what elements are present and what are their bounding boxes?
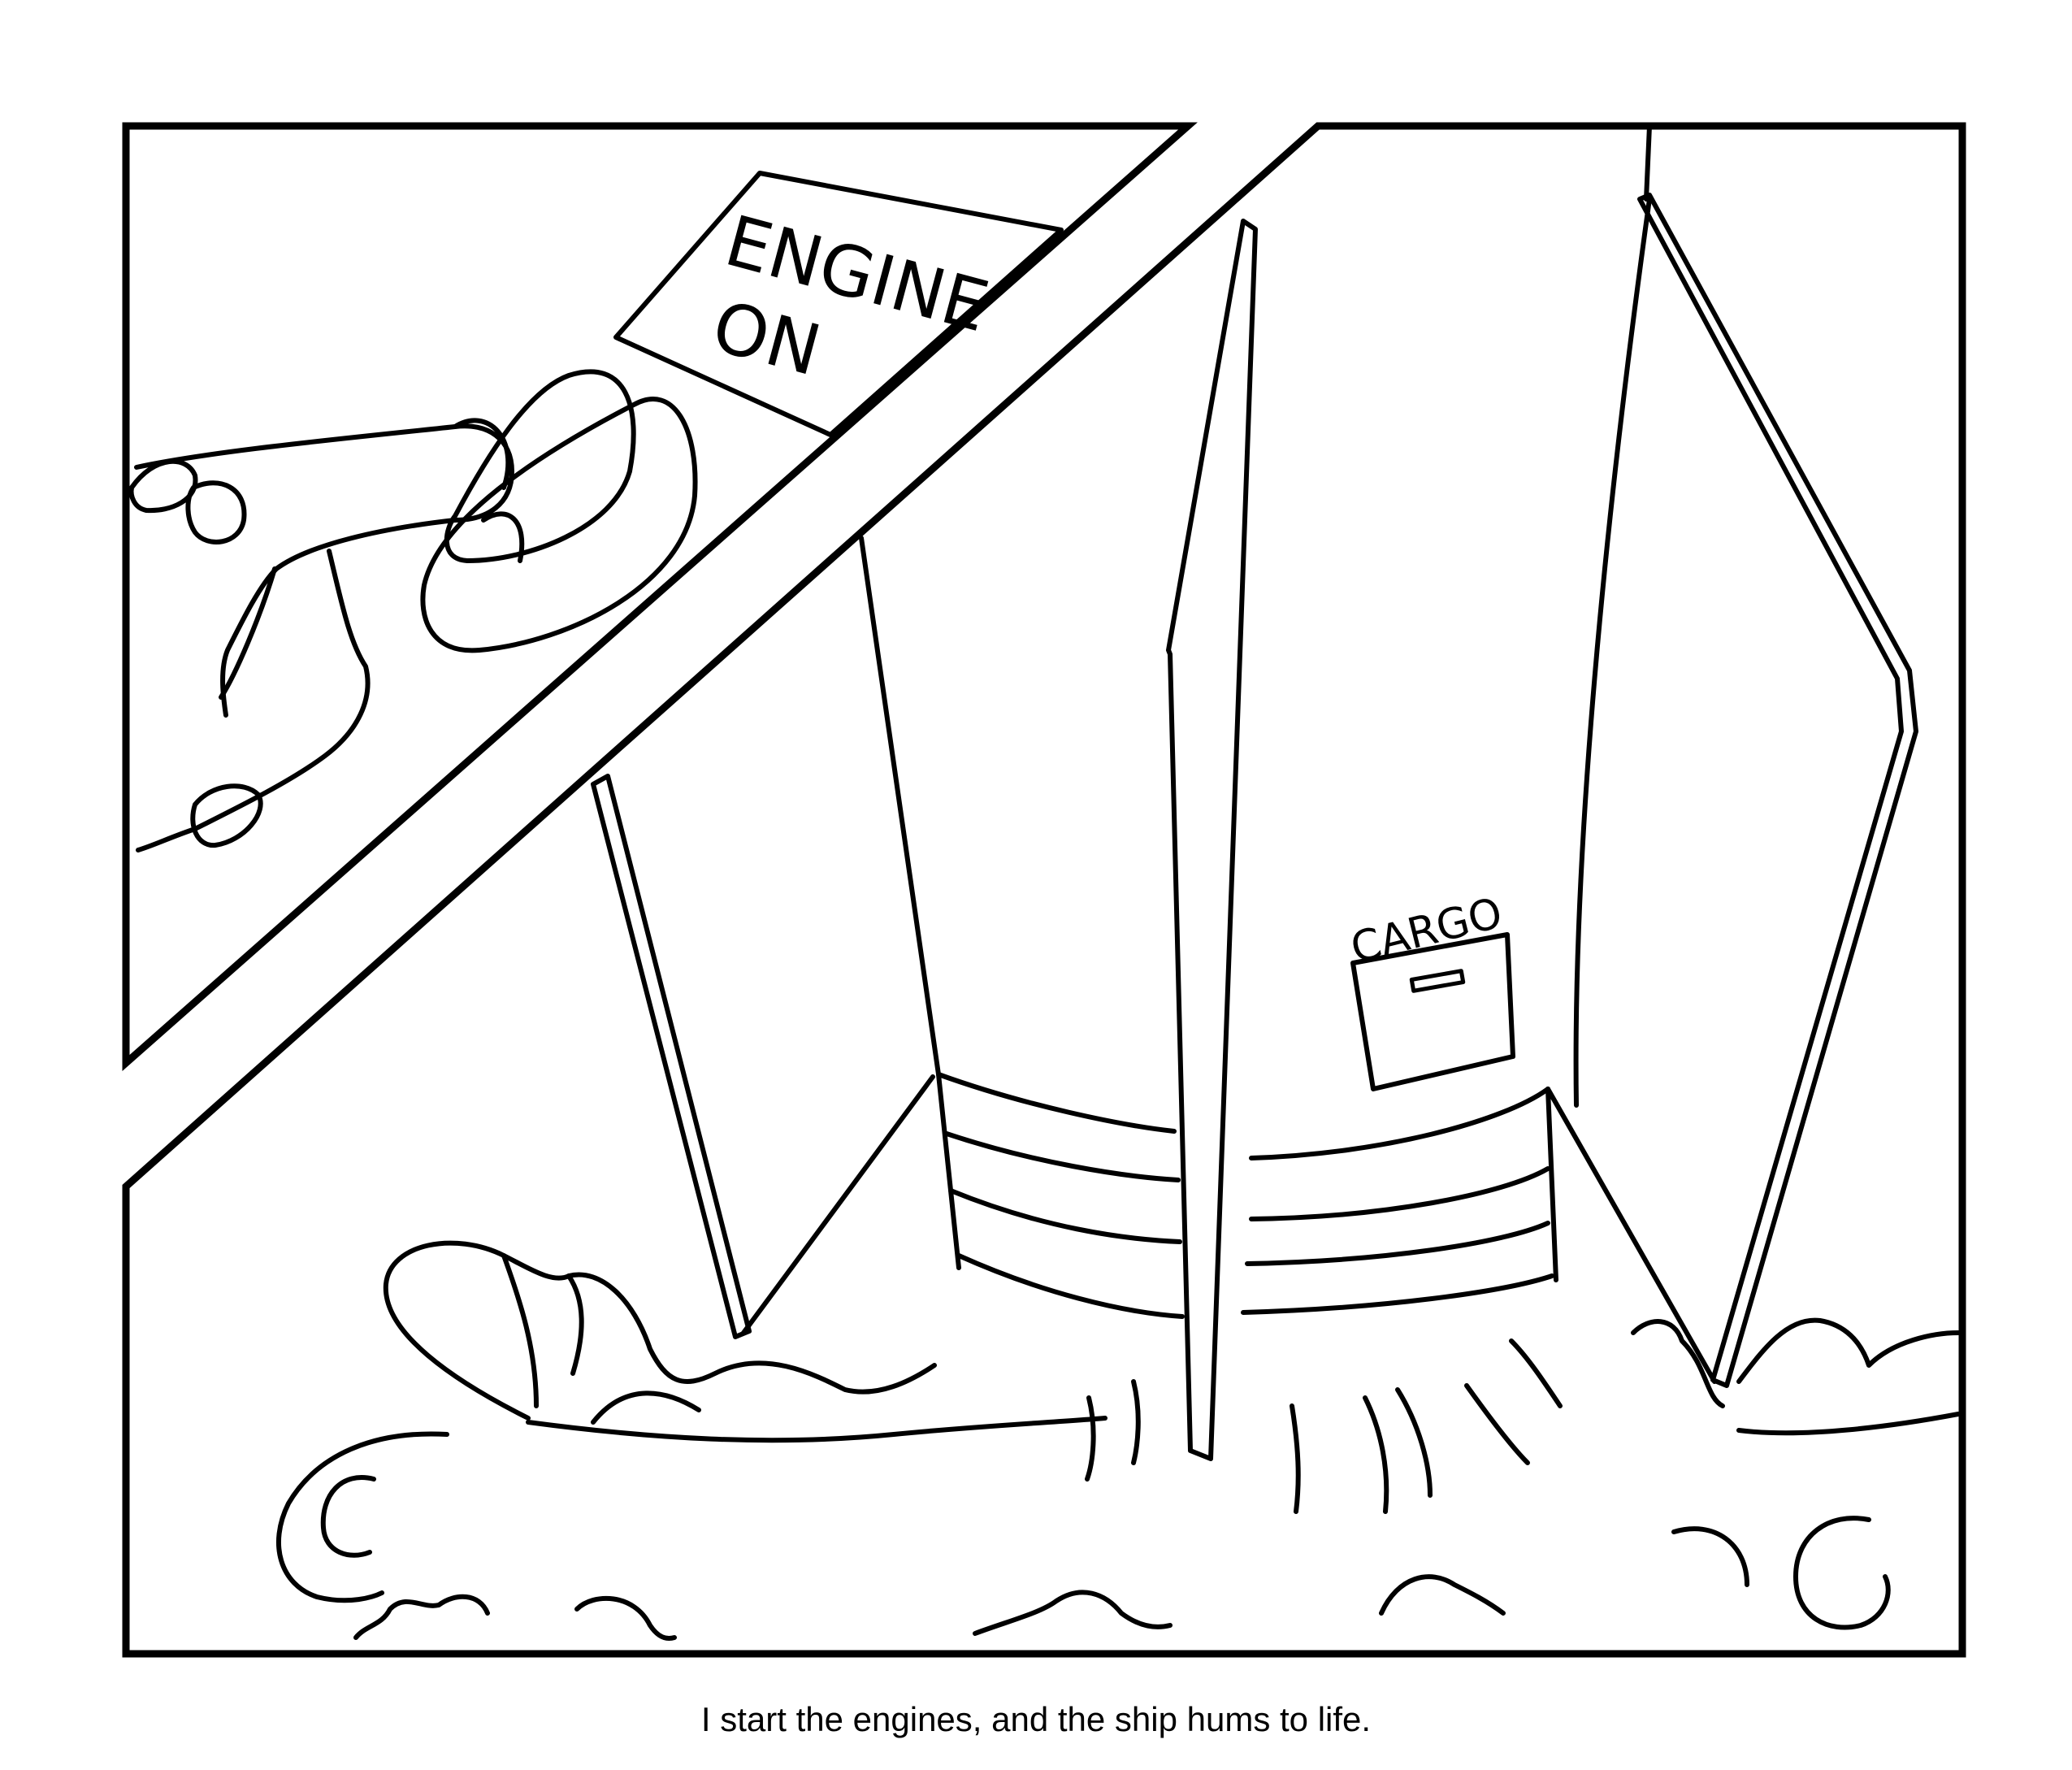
rocket-fin-left xyxy=(591,774,935,1339)
fin-left-root xyxy=(741,1074,935,1335)
motion-line-2 xyxy=(1131,1379,1141,1465)
motion-line-7 xyxy=(1509,1338,1563,1408)
motion-line-5 xyxy=(1395,1387,1433,1498)
sign-plate xyxy=(613,171,1064,437)
band-2-right xyxy=(1249,1166,1550,1221)
fin-left-blade xyxy=(591,774,752,1339)
engine-button[interactable] xyxy=(420,369,698,653)
rocket-fin-right xyxy=(1545,193,1918,1388)
button-base xyxy=(420,397,698,653)
band-4-left xyxy=(956,1253,1185,1319)
button-cap xyxy=(444,369,636,563)
cloud-left-fold2 xyxy=(566,1273,584,1376)
cloud-bottom-center xyxy=(973,1590,1173,1636)
cloud-bottom-left xyxy=(353,1594,490,1640)
band-2-left xyxy=(944,1131,1181,1182)
band-3-right xyxy=(1245,1221,1550,1266)
rocket-body-left-edge xyxy=(859,536,941,1077)
panel-engine-button: ENGINE ON xyxy=(122,122,1198,1071)
hand-pressing-button xyxy=(128,418,514,852)
band-1-right xyxy=(1249,1087,1550,1160)
motion-line-3 xyxy=(1290,1403,1301,1514)
band-4-right xyxy=(1241,1273,1554,1315)
hatch-label: CARGO xyxy=(1346,889,1507,974)
button-cap-edge xyxy=(481,511,525,563)
rocket-body-right-edge xyxy=(1573,197,1652,1108)
fin-right-blade xyxy=(1637,193,1918,1388)
cloud-left-fold xyxy=(501,1253,539,1408)
cloud-left-swirl xyxy=(275,1431,449,1603)
motion-line-4 xyxy=(1363,1395,1389,1514)
thumb xyxy=(190,783,263,848)
rocket-nose-line xyxy=(1644,124,1652,202)
motion-line-1 xyxy=(1085,1395,1096,1482)
band-1-left xyxy=(936,1072,1177,1134)
band-3-left xyxy=(948,1188,1182,1244)
exhaust-clouds xyxy=(275,1240,1961,1642)
cloud-bottom-mid xyxy=(574,1595,677,1642)
rocket-fin-center xyxy=(1166,219,1258,1461)
cloud-right-top xyxy=(1736,1317,1961,1384)
engine-bands xyxy=(936,1072,1558,1319)
engine-on-sign: ENGINE ON xyxy=(613,171,1064,437)
panel-frame-top xyxy=(122,122,1198,1071)
cloud-left-puff xyxy=(591,1390,701,1425)
cloud-right-line xyxy=(1736,1412,1961,1436)
cloud-bottom-right xyxy=(1379,1574,1506,1616)
fin-center-blade xyxy=(1166,219,1258,1461)
cloud-right-puff xyxy=(1671,1526,1749,1587)
cloud-left-large xyxy=(383,1240,937,1421)
motion-line-6 xyxy=(1464,1383,1530,1465)
band-right-edge xyxy=(1545,1087,1558,1282)
cloud-right-small xyxy=(1631,1319,1725,1408)
cloud-right-swirl xyxy=(1793,1516,1891,1630)
cloud-swirl-inner xyxy=(320,1475,376,1558)
index-finger xyxy=(134,423,514,718)
smoke-base-left xyxy=(526,1416,1108,1443)
caption: I start the engines, and the ship hums t… xyxy=(700,1700,1372,1738)
fingertip xyxy=(453,418,511,490)
hatch-handle xyxy=(1409,969,1466,993)
panel-rocket-launch: CARGO xyxy=(122,122,1966,1658)
knuckle-2 xyxy=(185,480,247,544)
cargo-hatch[interactable]: CARGO xyxy=(1346,889,1515,1091)
hand-back xyxy=(136,549,371,852)
panel-frame-bottom xyxy=(122,122,1966,1658)
band-left-edge xyxy=(936,1072,961,1270)
finger-crease xyxy=(219,566,277,700)
engine-motion-lines xyxy=(1085,1338,1563,1514)
hatch-door xyxy=(1350,932,1515,1091)
fin-right-root xyxy=(1545,1087,1717,1384)
